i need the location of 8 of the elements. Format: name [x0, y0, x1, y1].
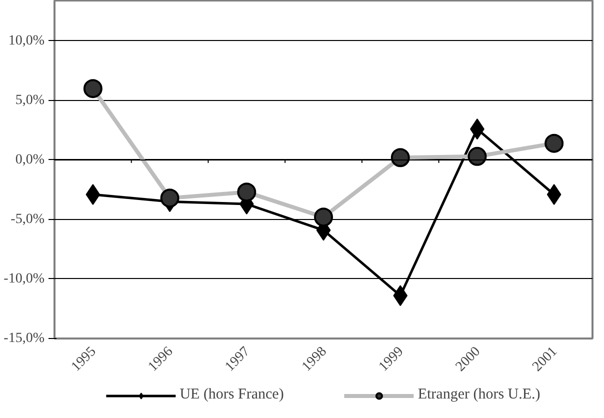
legend-label: UE (hors France) — [180, 386, 284, 404]
legend-label: Etranger (hors U.E.) — [418, 386, 540, 404]
y-tick-label: -15,0% — [4, 331, 45, 346]
y-tick-label: -5,0% — [10, 212, 45, 227]
y-tick-label: -10,0% — [4, 271, 45, 286]
y-tick-label: 5,0% — [15, 92, 45, 108]
y-tick-label: 0,0% — [15, 152, 45, 168]
y-tick-label: 10,0% — [8, 33, 45, 48]
